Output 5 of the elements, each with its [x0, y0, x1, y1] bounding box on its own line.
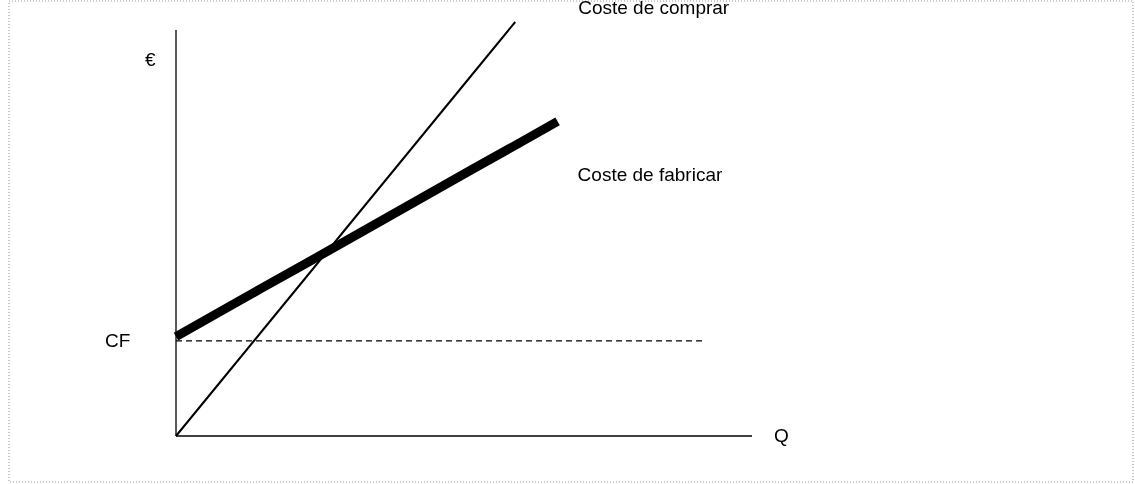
- text: Coste de fabricar: [577, 164, 723, 186]
- y-axis-title: €: [145, 49, 156, 70]
- text: Coste de comprar: [578, 0, 730, 18]
- ref-line-label: CF: [105, 329, 131, 351]
- text: Q: [774, 425, 789, 447]
